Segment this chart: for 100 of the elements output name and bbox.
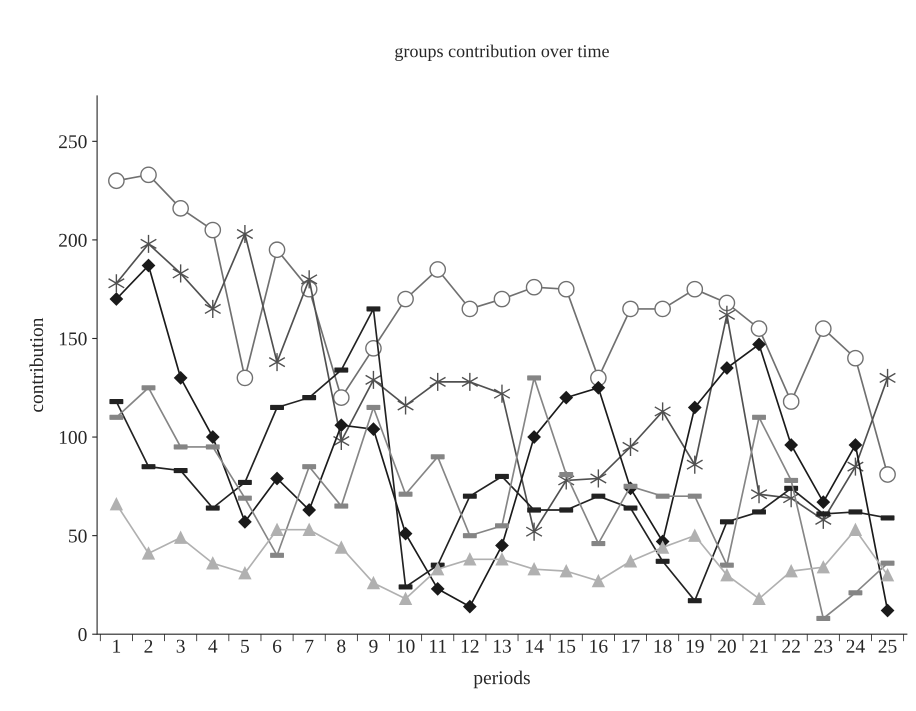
point <box>174 371 188 384</box>
point <box>817 560 830 574</box>
y-tick-label: 100 <box>60 430 87 444</box>
x-tick-label: 23 <box>814 640 832 653</box>
x-tick-label: 12 <box>462 640 478 653</box>
point <box>172 264 190 284</box>
point <box>784 438 798 452</box>
y-tick-label: 250 <box>59 135 87 148</box>
point <box>366 422 380 436</box>
point <box>494 290 510 308</box>
point <box>496 553 508 566</box>
x-tick-label: 3 <box>176 640 185 653</box>
point <box>654 300 671 318</box>
point <box>592 574 605 588</box>
point <box>686 454 704 474</box>
point <box>398 527 412 540</box>
point <box>720 361 734 375</box>
x-tick-label: 11 <box>430 640 446 653</box>
point <box>464 553 476 566</box>
point <box>302 503 316 517</box>
point <box>142 547 155 560</box>
x-tick-label: 13 <box>494 640 511 653</box>
point <box>462 300 478 318</box>
point <box>110 498 123 510</box>
point <box>108 274 125 294</box>
point <box>270 523 284 536</box>
x-tick-label: 17 <box>622 640 640 653</box>
point <box>332 389 350 406</box>
point <box>367 576 380 590</box>
point <box>397 290 414 308</box>
point <box>784 564 798 578</box>
point <box>332 431 350 451</box>
y-axis-title: contribution <box>29 318 44 412</box>
y-tick-label: 0 <box>78 628 87 642</box>
point <box>880 604 894 618</box>
point <box>879 466 896 483</box>
point <box>750 320 768 337</box>
point <box>142 258 156 272</box>
point <box>622 300 639 318</box>
y-tick-label: 50 <box>69 529 87 543</box>
x-tick-label: 25 <box>878 640 897 653</box>
point <box>782 393 800 410</box>
x-tick-label: 19 <box>686 640 704 653</box>
point <box>816 496 830 509</box>
point <box>399 592 412 605</box>
point <box>528 562 540 576</box>
point <box>431 562 444 576</box>
point <box>752 592 766 605</box>
point <box>238 515 252 528</box>
x-tick-label: 18 <box>654 640 672 653</box>
point <box>814 320 832 337</box>
point <box>429 261 446 278</box>
x-tick-label: 20 <box>718 640 736 653</box>
x-tick-label: 24 <box>846 640 865 653</box>
point <box>268 241 286 258</box>
point <box>686 280 704 298</box>
point <box>624 555 637 568</box>
point <box>334 418 348 432</box>
point <box>206 556 220 570</box>
point <box>592 381 605 394</box>
point <box>590 370 607 386</box>
point <box>236 224 254 244</box>
point <box>172 200 189 217</box>
x-tick-label: 14 <box>526 640 544 653</box>
point <box>879 368 896 388</box>
point <box>526 278 542 296</box>
point <box>688 529 702 542</box>
point <box>688 400 702 414</box>
point <box>881 568 894 582</box>
point <box>300 270 318 290</box>
x-tick-label: 15 <box>558 640 576 653</box>
point <box>560 564 572 578</box>
x-axis-title: periods <box>474 670 530 688</box>
point <box>849 523 862 536</box>
x-tick-label: 5 <box>241 640 250 653</box>
point <box>718 305 736 325</box>
point <box>431 582 444 596</box>
x-tick-label: 7 <box>306 640 314 653</box>
point <box>302 523 316 536</box>
point <box>429 372 446 392</box>
point <box>204 222 222 238</box>
point <box>558 280 575 298</box>
x-tick-label: 16 <box>590 640 608 653</box>
point <box>560 391 573 404</box>
point <box>847 350 864 367</box>
point <box>718 294 736 312</box>
chart-title: groups contribution over time <box>395 44 609 61</box>
point <box>397 396 414 416</box>
point <box>654 402 672 422</box>
x-tick-label: 2 <box>144 640 152 653</box>
point <box>236 370 254 386</box>
point <box>206 430 220 444</box>
point <box>270 472 284 486</box>
point <box>140 166 157 184</box>
point <box>752 338 766 351</box>
point <box>495 538 509 552</box>
x-tick-label: 21 <box>750 640 768 653</box>
point <box>461 372 478 392</box>
x-tick-label: 8 <box>337 640 346 653</box>
x-tick-label: 6 <box>273 640 282 653</box>
